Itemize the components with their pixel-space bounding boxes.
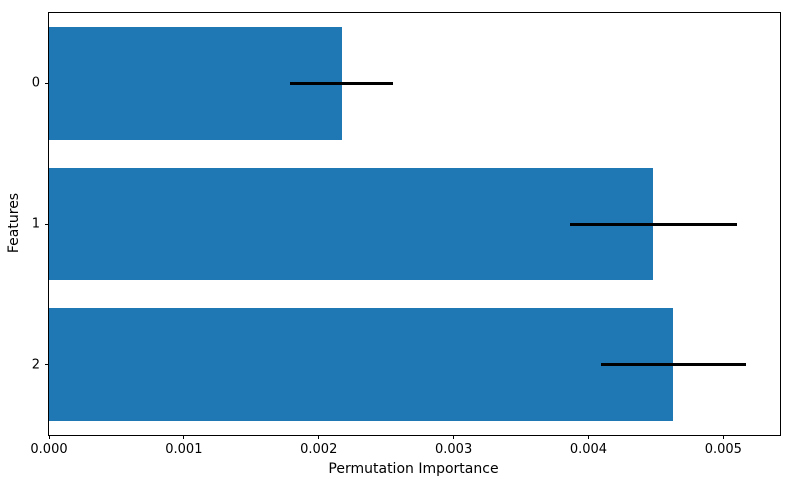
x-tick-mark <box>318 435 320 439</box>
bar-feature-2 <box>49 308 674 421</box>
bar-feature-1 <box>49 167 654 281</box>
error-bar-feature-1 <box>569 222 737 226</box>
x-tick-mark <box>722 435 724 439</box>
y-tick-label: 0 <box>31 75 40 91</box>
x-tick-label: 0.001 <box>165 442 203 457</box>
plot-area: 0 1 2 0.000 0.001 0.002 0.003 0.004 0.005 <box>30 12 781 457</box>
x-tick-mark <box>453 435 455 439</box>
x-tick-label: 0.000 <box>30 442 68 457</box>
y-tick-label: 1 <box>31 216 40 232</box>
x-tick-mark <box>48 435 50 439</box>
x-tick-label: 0.004 <box>569 442 608 457</box>
y-axis-label: Features <box>6 192 22 254</box>
error-bar-feature-0 <box>290 81 393 85</box>
x-tick-mark <box>183 435 185 439</box>
x-tick-mark <box>587 435 589 439</box>
y-tick-label: 2 <box>31 357 40 373</box>
x-tick-label: 0.005 <box>704 442 742 457</box>
x-tick-label: 0.003 <box>435 442 473 457</box>
x-tick-label: 0.002 <box>300 442 338 457</box>
y-tick-mark <box>45 364 49 366</box>
y-tick-mark <box>45 223 49 225</box>
error-bar-feature-2 <box>600 363 747 367</box>
x-axis-label: Permutation Importance <box>328 461 499 477</box>
y-tick-mark <box>45 82 49 84</box>
